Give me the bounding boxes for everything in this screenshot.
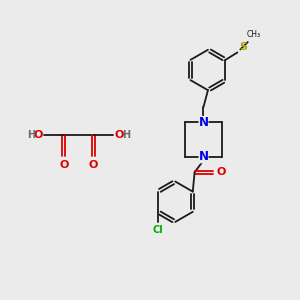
- Text: O: O: [33, 130, 42, 140]
- Text: N: N: [199, 150, 208, 163]
- Text: O: O: [59, 160, 68, 170]
- Text: Cl: Cl: [153, 225, 164, 235]
- Text: S: S: [239, 42, 247, 52]
- Text: N: N: [199, 116, 208, 129]
- Text: H: H: [122, 130, 130, 140]
- Text: CH₃: CH₃: [246, 30, 260, 39]
- Text: H: H: [27, 130, 35, 140]
- Text: O: O: [89, 160, 98, 170]
- Text: O: O: [115, 130, 124, 140]
- Text: O: O: [217, 167, 226, 177]
